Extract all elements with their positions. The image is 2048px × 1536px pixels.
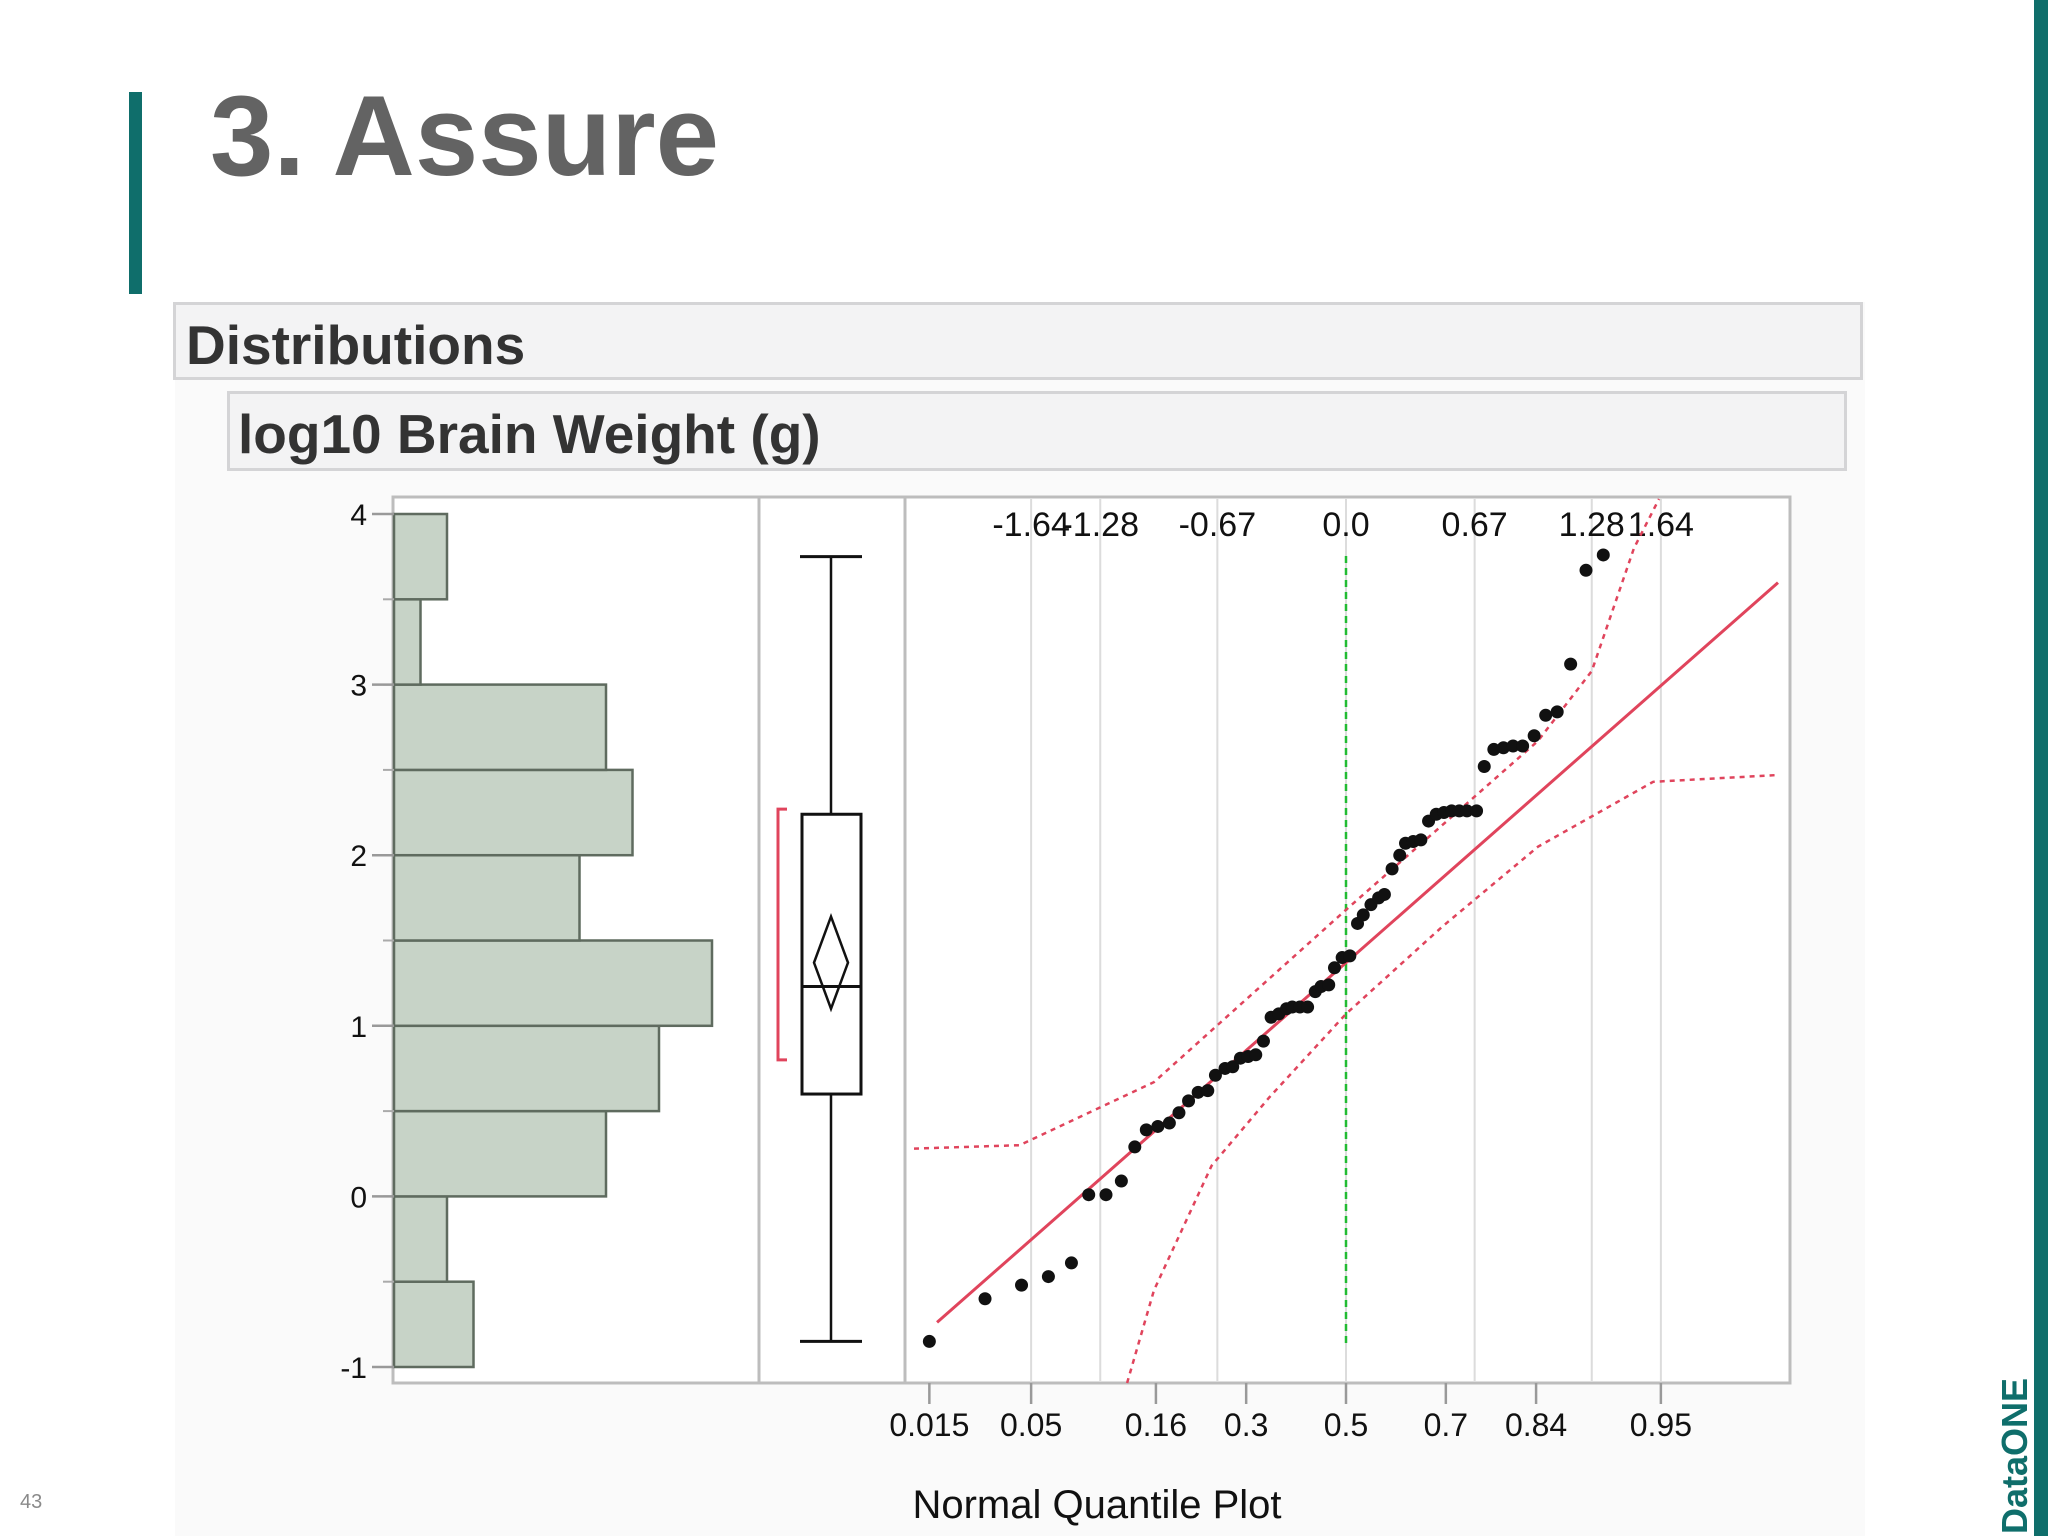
qq-data-point (1460, 804, 1474, 818)
qq-top-tick-label: 0.67 (1442, 506, 1508, 544)
histogram-tick-label: 0 (350, 1181, 367, 1214)
slide-edge-stripe (2034, 0, 2048, 1536)
histogram-tick-label: 3 (350, 670, 367, 703)
qq-data-point (1139, 1123, 1153, 1137)
histogram-tick-label: -1 (340, 1352, 367, 1385)
qq-data-point (1182, 1094, 1196, 1108)
distributions-header[interactable]: Distributions (173, 302, 1863, 380)
qq-data-point (1301, 1000, 1315, 1014)
qq-data-point (1596, 548, 1610, 562)
qq-bottom-tick-label: 0.16 (1125, 1407, 1187, 1443)
qq-data-point (1579, 563, 1593, 577)
qq-top-tick-label: 1.28 (1559, 506, 1625, 544)
qq-bottom-tick-label: 0.84 (1505, 1407, 1567, 1443)
qq-data-point (1208, 1068, 1222, 1082)
variable-header[interactable]: log10 Brain Weight (g) (227, 391, 1847, 471)
histogram-tick-label: 2 (350, 840, 367, 873)
qq-data-point (1487, 742, 1501, 756)
histogram-tick-label: 4 (350, 499, 367, 532)
qq-top-tick-label: -1.64 (992, 506, 1070, 544)
qq-data-point (1191, 1085, 1205, 1099)
qq-data-point (1226, 1060, 1240, 1074)
qq-data-point (1414, 833, 1428, 847)
qq-data-point (1064, 1256, 1078, 1270)
qq-data-point (1477, 759, 1491, 773)
qq-bottom-tick-label: 0.3 (1224, 1407, 1268, 1443)
mean-diamond (812, 913, 850, 1013)
histogram-bar (392, 1024, 661, 1113)
histogram-bar (392, 512, 449, 601)
distributions-header-label: Distributions (186, 314, 526, 376)
qq-data-point (1550, 705, 1564, 719)
histogram-bar (392, 1109, 608, 1198)
confidence-band-upper (913, 498, 1661, 1150)
qq-top-tick-label: -0.67 (1179, 506, 1257, 544)
qq-data-point (1385, 862, 1399, 876)
qq-data-point (1343, 949, 1357, 963)
qq-axis-title: Normal Quantile Plot (912, 1483, 1281, 1527)
qq-data-point (922, 1334, 936, 1348)
box-iqr (800, 812, 863, 1096)
histogram-bar (392, 768, 634, 857)
qq-data-point (1516, 739, 1530, 753)
qq-data-point (1527, 729, 1541, 743)
qq-data-point (1393, 848, 1407, 862)
qq-data-point (1496, 741, 1510, 755)
qq-bottom-tick-label: 0.7 (1424, 1407, 1468, 1443)
qq-data-point (1564, 657, 1578, 671)
logo-text: DataONE (1995, 1378, 2035, 1534)
qq-data-point (1114, 1174, 1128, 1188)
slide-number: 43 (20, 1491, 43, 1513)
title-accent-bar (129, 92, 142, 294)
qq-data-point (1099, 1188, 1113, 1202)
qq-bottom-tick-label: 0.015 (889, 1407, 969, 1443)
qq-bottom-tick-label: 0.5 (1324, 1407, 1368, 1443)
qq-data-point (1151, 1119, 1165, 1133)
qq-bottom-tick-label: 0.05 (1000, 1407, 1062, 1443)
dataone-logo: DataONE (1995, 1378, 2035, 1534)
qq-data-point (1470, 804, 1484, 818)
qq-bottom-tick-label: 0.95 (1630, 1407, 1692, 1443)
qq-top-tick-label: -1.28 (1061, 506, 1139, 544)
qq-fit-line (936, 581, 1779, 1324)
histogram-bar (392, 598, 422, 686)
qq-data-point (1128, 1140, 1142, 1154)
qq-top-tick-label: 1.64 (1628, 506, 1694, 544)
variable-header-label: log10 Brain Weight (g) (238, 403, 821, 465)
qq-data-point (1201, 1084, 1215, 1098)
qq-data-point (1041, 1270, 1055, 1284)
histogram-bar (392, 1195, 449, 1283)
slide-title: 3. Assure (210, 73, 720, 200)
histogram-bar (392, 853, 581, 942)
qq-data-point (1172, 1106, 1186, 1120)
qq-data-point (1322, 978, 1336, 992)
qq-data-point (1539, 708, 1553, 722)
qq-data-point (1327, 961, 1341, 975)
qq-data-point (1082, 1188, 1096, 1202)
qq-data-point (1256, 1034, 1270, 1048)
qq-data-point (1249, 1048, 1263, 1062)
qq-data-point (1162, 1116, 1176, 1130)
qq-top-tick-label: 0.0 (1322, 506, 1369, 544)
qq-data-point (1015, 1278, 1029, 1292)
confidence-band-lower (1125, 773, 1779, 1384)
shortest-half-bracket (776, 807, 787, 1062)
qq-data-point (1377, 887, 1391, 901)
qq-data-point (978, 1292, 992, 1306)
qq-data-point (1356, 908, 1370, 922)
histogram-bar (392, 683, 608, 772)
histogram-bar (392, 939, 714, 1028)
histogram-tick-label: 1 (350, 1011, 367, 1044)
histogram-bar (392, 1280, 475, 1369)
qq-data-point (1506, 739, 1520, 753)
